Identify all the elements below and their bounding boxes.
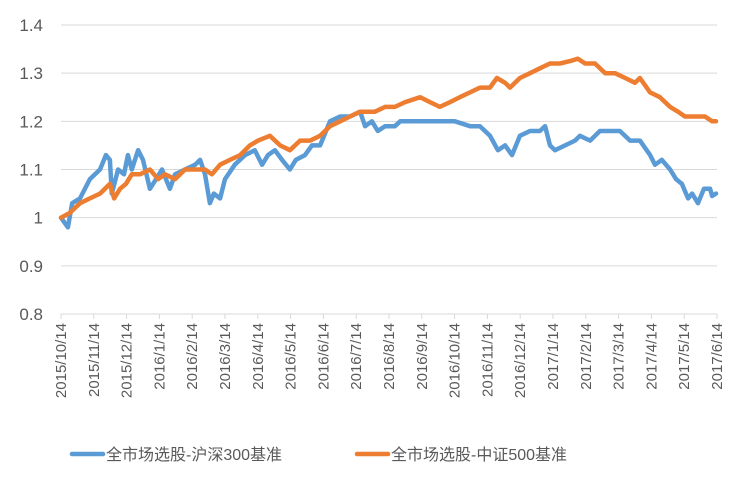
x-tick-label: 2016/9/14 [414, 323, 431, 390]
x-tick-label: 2017/2/14 [578, 323, 595, 390]
y-tick-label: 1.3 [19, 64, 43, 83]
x-tick-label: 2015/11/14 [86, 323, 103, 397]
x-tick-label: 2017/5/14 [676, 323, 693, 390]
legend-label-hs300: 全市场选股-沪深300基准 [106, 446, 282, 464]
x-tick-label: 2016/10/14 [447, 323, 464, 398]
x-tick-label: 2016/6/14 [315, 323, 332, 390]
x-tick-label: 2017/3/14 [611, 323, 628, 390]
x-tick-label: 2016/12/14 [512, 323, 529, 398]
legend: 全市场选股-沪深300基准 全市场选股-中证500基准 [69, 446, 567, 464]
series-lines [58, 56, 719, 230]
gridlines [61, 24, 717, 267]
series-line-hs300 [58, 109, 719, 230]
y-tick-label: 0.9 [19, 257, 43, 276]
y-tick-label: 1.4 [19, 16, 43, 35]
x-tick-label: 2016/2/14 [184, 323, 201, 390]
x-axis: 2015/10/14 2015/11/14 2015/12/14 2016/1/14 2… [53, 313, 726, 398]
y-tick-label: 1.2 [19, 112, 43, 131]
x-tick-label: 2015/12/14 [119, 323, 136, 398]
x-tick-label: 2015/10/14 [53, 323, 70, 398]
x-tick-label: 2016/5/14 [283, 323, 300, 390]
legend-label-zz500: 全市场选股-中证500基准 [391, 446, 567, 464]
y-axis-ticks: 0.8 0.9 1 1.1 1.2 1.3 1.4 [19, 16, 43, 324]
y-tick-label: 1 [34, 209, 43, 228]
y-tick-label: 1.1 [19, 161, 43, 180]
y-tick-label: 0.8 [19, 305, 43, 324]
x-tick-label: 2016/4/14 [250, 323, 267, 390]
x-tick-label: 2016/1/14 [151, 323, 168, 390]
x-tick-label: 2016/3/14 [217, 323, 234, 390]
x-tick-label: 2016/8/14 [381, 323, 398, 390]
x-tick-label: 2016/11/14 [479, 323, 496, 397]
x-tick-label: 2017/1/14 [545, 323, 562, 390]
x-tick-label: 2017/4/14 [643, 323, 660, 390]
x-tick-label: 2017/6/14 [709, 323, 726, 390]
series-line-zz500 [58, 56, 719, 220]
x-tick-label: 2016/7/14 [348, 323, 365, 390]
